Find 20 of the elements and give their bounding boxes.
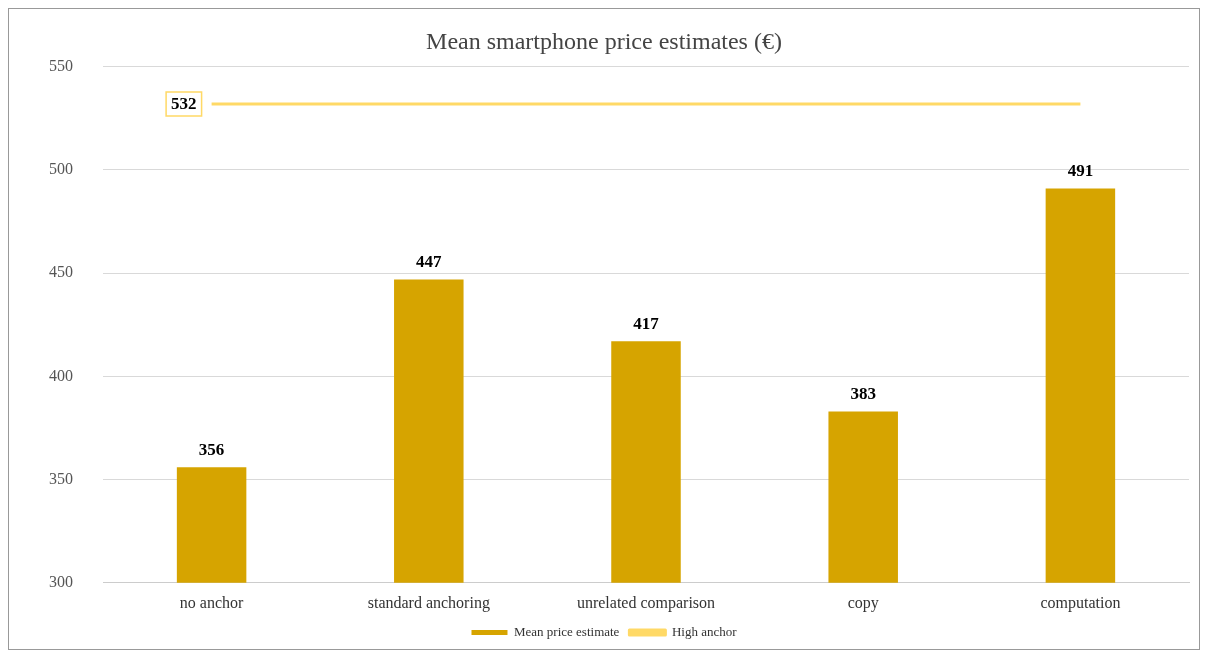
data-label: 356 [198, 440, 225, 460]
x-tick-label: computation [1040, 593, 1121, 612]
data-label: 383 [850, 384, 876, 404]
x-tick-label: unrelated comparison [576, 593, 716, 612]
x-tick-label: no anchor [179, 593, 245, 611]
y-tick-label: 550 [49, 57, 73, 74]
data-label: 491 [1067, 161, 1094, 181]
chart-title: Mean smartphone price estimates (€) [426, 27, 782, 54]
x-tick-label: copy [847, 593, 879, 612]
y-tick-label: 350 [49, 469, 73, 487]
data-label: 532 [171, 94, 197, 114]
y-tick-label: 300 [49, 573, 73, 590]
legend-label: High anchor [671, 623, 738, 639]
y-tick-label: 500 [49, 160, 73, 178]
data-label: 447 [416, 252, 443, 272]
x-tick-label: standard anchoring [367, 593, 490, 612]
legend-label: Mean price estimate [513, 623, 620, 639]
y-tick-label: 400 [49, 366, 73, 384]
data-label: 417 [633, 314, 660, 334]
y-tick-label: 450 [49, 263, 73, 281]
